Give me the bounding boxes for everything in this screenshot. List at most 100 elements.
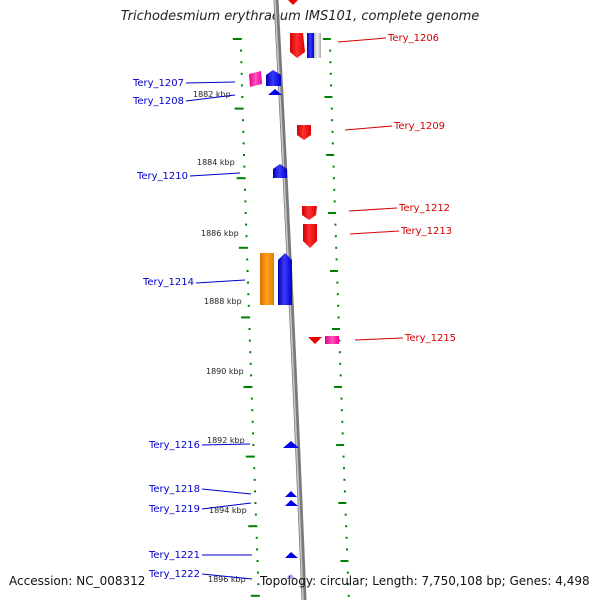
minor-tick — [336, 281, 339, 284]
minor-tick — [342, 467, 345, 470]
gene-arrow-reverse-partial[interactable] — [288, 0, 298, 5]
minor-tick — [344, 513, 347, 516]
minor-tick — [246, 270, 249, 272]
gene-label-left[interactable]: Tery_1219 — [148, 504, 200, 515]
minor-tick — [345, 536, 348, 539]
minor-tick — [329, 72, 332, 75]
minor-tick — [256, 560, 259, 562]
minor-tick — [336, 293, 339, 296]
gene-label-right[interactable]: Tery_1215 — [404, 333, 456, 344]
minor-tick — [245, 235, 248, 238]
minor-tick — [246, 258, 249, 261]
minor-tick — [250, 374, 253, 377]
minor-tick — [253, 478, 256, 481]
minor-tick — [332, 177, 335, 180]
major-tick — [245, 455, 255, 458]
gene-tery-1216[interactable] — [283, 441, 299, 448]
major-tick — [326, 154, 335, 156]
minor-tick — [254, 513, 257, 516]
minor-tick — [335, 246, 338, 249]
minor-tick — [240, 72, 243, 75]
minor-tick — [347, 594, 350, 597]
kbp-label: 1888 kbp — [204, 297, 242, 306]
accession-text: Accession: NC_008312 — [9, 574, 146, 588]
label-leaders — [185, 37, 404, 580]
topology-text: Topology: circular; Length: 7,750,108 bp… — [260, 574, 590, 588]
minor-tick — [246, 281, 249, 284]
gene-tery-1207[interactable] — [249, 70, 281, 87]
gene-tery-1209[interactable] — [297, 125, 311, 140]
gene-tery-1212[interactable] — [302, 206, 317, 220]
major-tick — [334, 386, 343, 388]
minor-tick — [341, 420, 344, 423]
minor-tick — [335, 258, 338, 261]
minor-tick — [243, 165, 246, 168]
minor-tick — [341, 432, 344, 435]
gene-label-right[interactable]: Tery_1206 — [387, 33, 439, 44]
gene-tery-1208[interactable] — [268, 89, 282, 95]
major-tick — [241, 316, 251, 319]
minor-tick — [334, 235, 337, 238]
minor-tick — [244, 200, 247, 203]
minor-tick — [251, 409, 254, 412]
minor-tick — [331, 119, 334, 122]
major-tick — [322, 38, 331, 40]
gene-label-left[interactable]: Tery_1216 — [148, 440, 200, 451]
gene-label-left[interactable]: Tery_1207 — [132, 78, 184, 89]
minor-tick — [340, 397, 343, 400]
gene-tery-1210[interactable] — [273, 164, 287, 178]
gene-label-left[interactable]: Tery_1218 — [148, 484, 200, 495]
gene-tery-1213[interactable] — [303, 224, 317, 248]
gene-tery-1218[interactable] — [285, 491, 297, 497]
minor-tick — [254, 490, 257, 493]
major-tick — [250, 594, 260, 597]
gene-label-left[interactable]: Tery_1210 — [136, 171, 188, 182]
gene-tery-1221[interactable] — [285, 552, 298, 558]
minor-tick — [248, 328, 251, 330]
minor-tick — [257, 583, 260, 586]
gene-tery-1222[interactable] — [286, 574, 296, 579]
minor-tick — [251, 420, 254, 423]
minor-tick — [250, 397, 253, 400]
minor-tick — [240, 84, 243, 87]
major-tick — [328, 212, 337, 214]
right-tick-track — [322, 38, 350, 597]
minor-tick — [337, 304, 340, 307]
gene-tery-1206[interactable] — [290, 33, 321, 58]
minor-tick — [347, 583, 350, 586]
minor-tick — [242, 130, 245, 133]
gene-label-right[interactable]: Tery_1209 — [393, 121, 445, 132]
kbp-label: 1896 kbp — [208, 575, 246, 584]
major-tick — [324, 96, 333, 98]
minor-tick — [346, 571, 349, 574]
minor-tick — [244, 212, 247, 214]
kbp-label: 1882 kbp — [193, 90, 231, 99]
gene-label-right[interactable]: Tery_1212 — [398, 203, 450, 214]
minor-tick — [252, 444, 255, 446]
minor-tick — [247, 293, 250, 296]
minor-tick — [330, 84, 333, 87]
gene-tery-1215[interactable] — [308, 336, 339, 344]
map-title: Trichodesmium erythraeum IMS101, complet… — [120, 9, 480, 24]
ruler-labels: 1882 kbp 1884 kbp 1886 kbp 1888 kbp 1890… — [193, 90, 247, 584]
minor-tick — [340, 409, 343, 412]
minor-tick — [338, 339, 341, 342]
major-tick — [248, 525, 258, 528]
gene-label-left[interactable]: Tery_1222 — [148, 569, 200, 580]
minor-tick — [334, 223, 337, 226]
gene-features — [249, 0, 339, 579]
minor-tick — [339, 362, 342, 365]
major-tick — [329, 270, 338, 272]
major-tick — [340, 560, 349, 562]
gene-label-left[interactable]: Tery_1208 — [132, 96, 184, 107]
gene-label-left[interactable]: Tery_1214 — [142, 277, 194, 288]
gene-tery-1219[interactable] — [285, 500, 298, 506]
major-tick — [232, 38, 242, 40]
gene-label-right[interactable]: Tery_1213 — [400, 226, 452, 237]
kbp-label: 1886 kbp — [201, 229, 239, 238]
minor-tick — [333, 200, 336, 203]
gene-tery-1214[interactable] — [260, 253, 292, 305]
gene-label-left[interactable]: Tery_1221 — [148, 550, 200, 561]
